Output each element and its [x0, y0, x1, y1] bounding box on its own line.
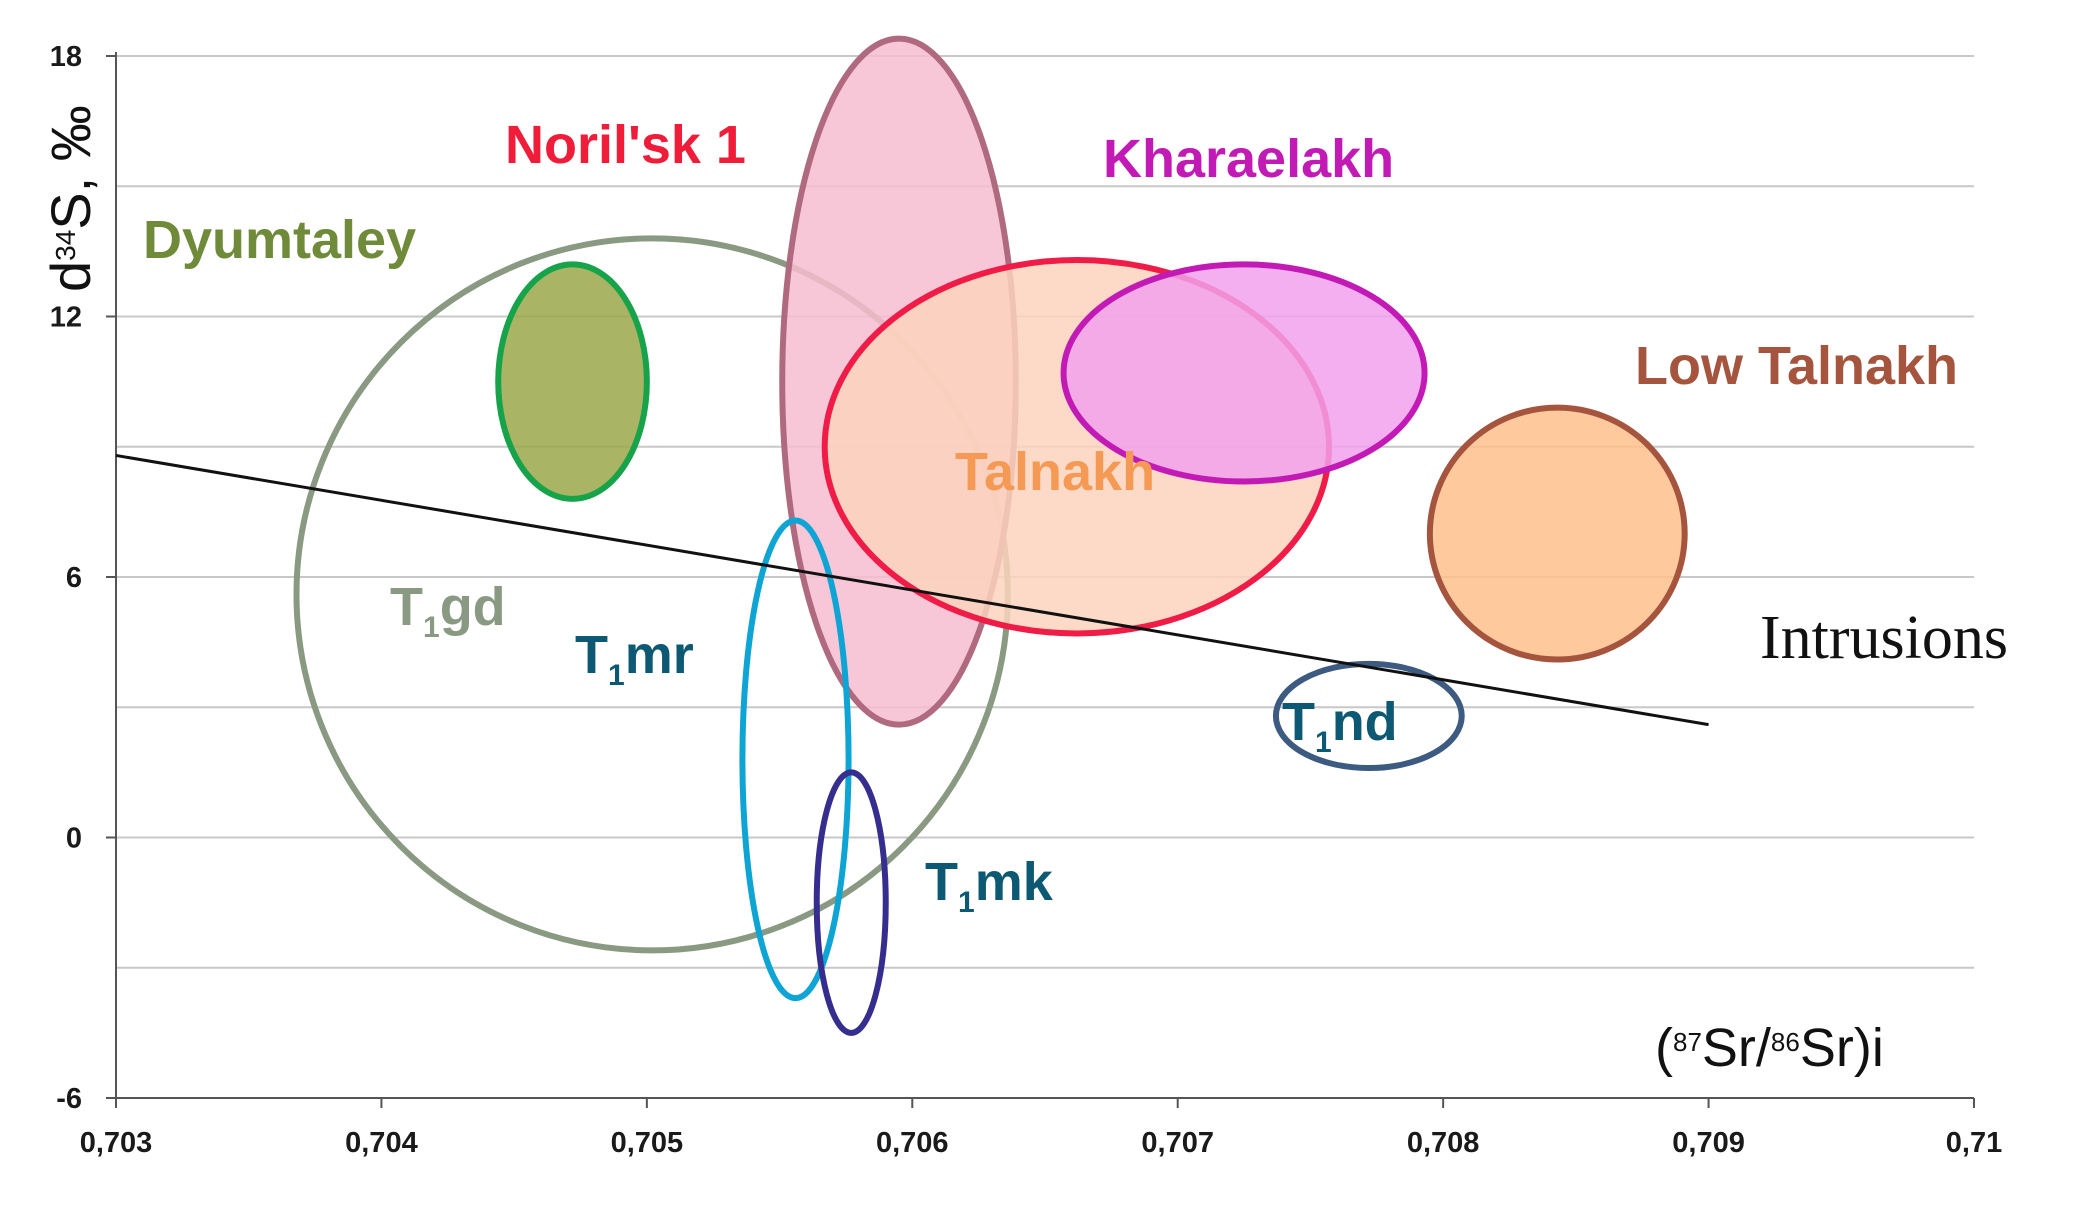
- trendline-group: [115, 453, 1709, 727]
- x-tick-label: 0,71: [1946, 1127, 2002, 1159]
- x-tick-label: 0,706: [876, 1127, 949, 1159]
- label-t1mr: T1mr: [575, 625, 694, 692]
- y-tick-label: 18: [50, 41, 82, 73]
- x-tick-label: 0,705: [611, 1127, 684, 1159]
- region-t1nd: [1272, 660, 1465, 772]
- regions: [293, 35, 1688, 1036]
- axes: [115, 52, 1974, 1099]
- y-tick-label: -6: [56, 1083, 82, 1115]
- x-label-sup-87: 87: [1673, 1027, 1702, 1057]
- label-dyumtaley: Dyumtaley: [143, 210, 416, 270]
- x-tick-label: 0,703: [80, 1127, 153, 1159]
- x-label-sup-86: 86: [1771, 1027, 1800, 1057]
- region-dyumtaley: [495, 261, 650, 502]
- label-talnakh: Talnakh: [955, 442, 1155, 502]
- label-t1mk: T1mk: [925, 852, 1054, 919]
- x-tick-label: 0,707: [1141, 1127, 1214, 1159]
- region-kharaelakh: [1060, 261, 1428, 485]
- y-tick-label: 0: [66, 823, 82, 855]
- y-axis-label-superscript: 34: [50, 230, 81, 261]
- region-low-talnakh: [1426, 404, 1688, 663]
- label-t1nd: T1nd: [1282, 692, 1398, 759]
- region-t1mk: [813, 769, 889, 1036]
- y-tick-label: 12: [50, 302, 82, 334]
- x-tick-label: 0,708: [1407, 1127, 1480, 1159]
- trendline-intrusions: [115, 453, 1709, 727]
- label-t1gd: T1gd: [390, 577, 506, 644]
- label-kharaelakh: Kharaelakh: [1103, 129, 1394, 189]
- x-tick-label: 0,704: [345, 1127, 418, 1159]
- region-labels: Dyumtaley Noril'sk 1 Kharaelakh Low Talnakh…: [143, 115, 2008, 919]
- label-norilsk-1: Noril'sk 1: [505, 115, 746, 175]
- x-tick-label: 0,709: [1672, 1127, 1745, 1159]
- label-intrusions: Intrusions: [1760, 604, 2008, 672]
- y-axis-label: d34S, ‰: [39, 105, 102, 292]
- label-low-talnakh: Low Talnakh: [1635, 336, 1958, 396]
- region-t1mr: [739, 517, 852, 1002]
- y-tick-label: 6: [66, 562, 82, 594]
- x-axis-label: (87Sr/86Sr)i: [1655, 1018, 1884, 1078]
- tick-labels: 0,703 0,704 0,705 0,706 0,707 0,708 0,709 0,71 1…: [50, 41, 2002, 1159]
